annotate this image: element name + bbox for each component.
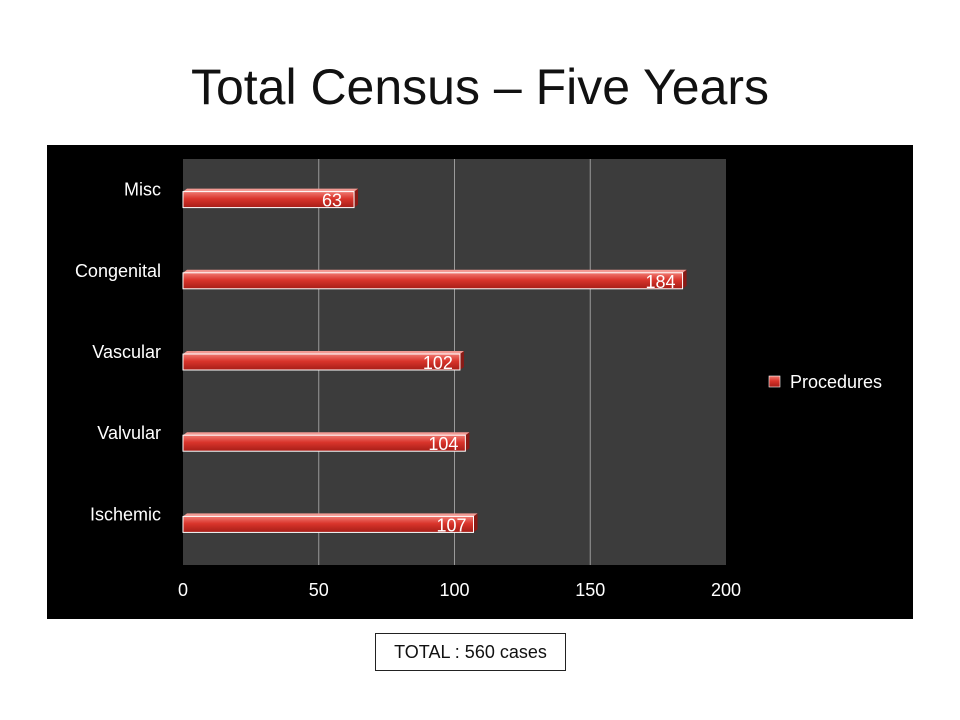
bar-chart: 0 50 100 150 200 107 Ischemic 104 Valvular 102 Vas…: [75, 159, 882, 600]
bar-top: [183, 188, 359, 192]
bar-vascular: [182, 353, 461, 371]
bar-valvular: [182, 434, 466, 452]
category-label: Valvular: [97, 423, 161, 443]
chart-area: 0 50 100 150 200 107 Ischemic 104 Valvular 102 Vas…: [47, 145, 913, 619]
data-label: 107: [436, 515, 466, 535]
bar-side: [354, 188, 359, 208]
bar-misc: [182, 191, 355, 209]
legend-label: Procedures: [790, 372, 882, 392]
x-tick-label: 0: [178, 580, 188, 600]
bar-top: [183, 432, 470, 436]
slide-title: Total Census – Five Years: [190, 59, 770, 115]
bar-side: [459, 351, 464, 370]
category-label: Congenital: [75, 261, 161, 281]
x-tick-label: 100: [439, 580, 469, 600]
data-label: 184: [646, 272, 676, 292]
data-label: 104: [428, 434, 458, 454]
bar-side: [473, 513, 478, 533]
bar-top: [183, 351, 464, 354]
data-label: 102: [423, 353, 453, 373]
bar-ischemic: [182, 515, 475, 533]
bar-side: [465, 432, 470, 452]
bar-top: [183, 513, 478, 517]
category-label: Vascular: [92, 342, 161, 362]
x-tick-label: 200: [711, 580, 741, 600]
bar-side: [682, 269, 687, 289]
category-label: Ischemic: [90, 504, 161, 524]
bar-congenital: [182, 272, 684, 290]
total-cases-box: TOTAL : 560 cases: [375, 633, 566, 671]
data-label: 63: [322, 191, 342, 211]
x-tick-label: 50: [309, 580, 329, 600]
x-tick-label: 150: [575, 580, 605, 600]
legend-swatch: [768, 375, 781, 388]
bar-top: [183, 269, 687, 273]
category-label: Misc: [124, 180, 161, 200]
